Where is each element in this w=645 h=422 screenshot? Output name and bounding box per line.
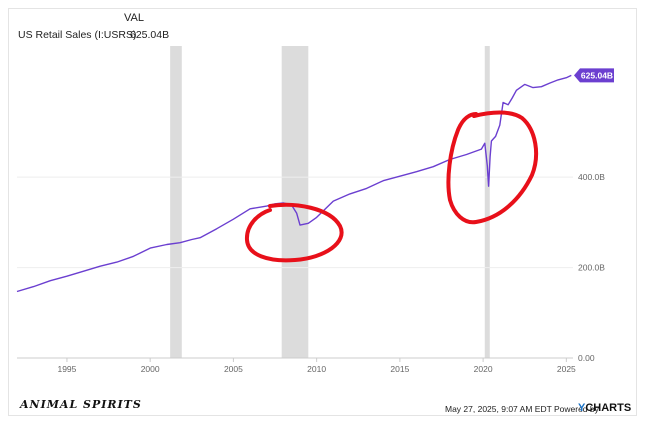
annotation-circle-2008: [244, 202, 344, 263]
x-tick-label: 1995: [57, 364, 76, 374]
series-lines: [16, 74, 572, 293]
x-tick-label: 2020: [474, 364, 493, 374]
ycharts-logo: YCHARTS: [578, 402, 631, 414]
y-axis-ticks: 0.00 200.0B 400.0B: [578, 172, 605, 363]
x-axis-ticks: 1995 2000 2005 2010 2015 2020 2025: [57, 358, 576, 374]
x-tick-label: 2000: [141, 364, 160, 374]
end-value-label: 625.04B: [574, 68, 614, 83]
ycharts-logo-text: CHARTS: [585, 402, 632, 414]
animal-spirits-logo: ANIMAL SPIRITS: [20, 398, 142, 411]
y-tick-label: 400.0B: [578, 172, 605, 182]
recession-band-1: [281, 46, 309, 358]
end-label-tag: [574, 68, 614, 83]
legend-series-value: 625.04B: [130, 29, 170, 41]
legend-column-label: VAL: [124, 12, 144, 24]
hand-drawn-annotations: [244, 110, 539, 263]
recession-bands: [170, 46, 490, 358]
x-tick-label: 2015: [390, 364, 409, 374]
x-tick-label: 2025: [557, 364, 576, 374]
recession-band-2: [484, 46, 490, 358]
legend-series-name[interactable]: US Retail Sales (I:USRS): [18, 29, 137, 41]
ycharts-logo-y: Y: [578, 402, 586, 414]
annotation-circle-2020: [446, 110, 539, 225]
recession-band-0: [170, 46, 182, 358]
x-tick-label: 2005: [224, 364, 243, 374]
y-tick-label: 0.00: [578, 353, 595, 363]
end-label-value: 625.04B: [581, 70, 613, 80]
series-line-0: [16, 74, 572, 293]
footer-timestamp: May 27, 2025, 9:07 AM EDT Powered by: [445, 404, 599, 414]
x-tick-label: 2010: [307, 364, 326, 374]
y-tick-label: 200.0B: [578, 263, 605, 273]
grid-lines: [17, 176, 573, 359]
